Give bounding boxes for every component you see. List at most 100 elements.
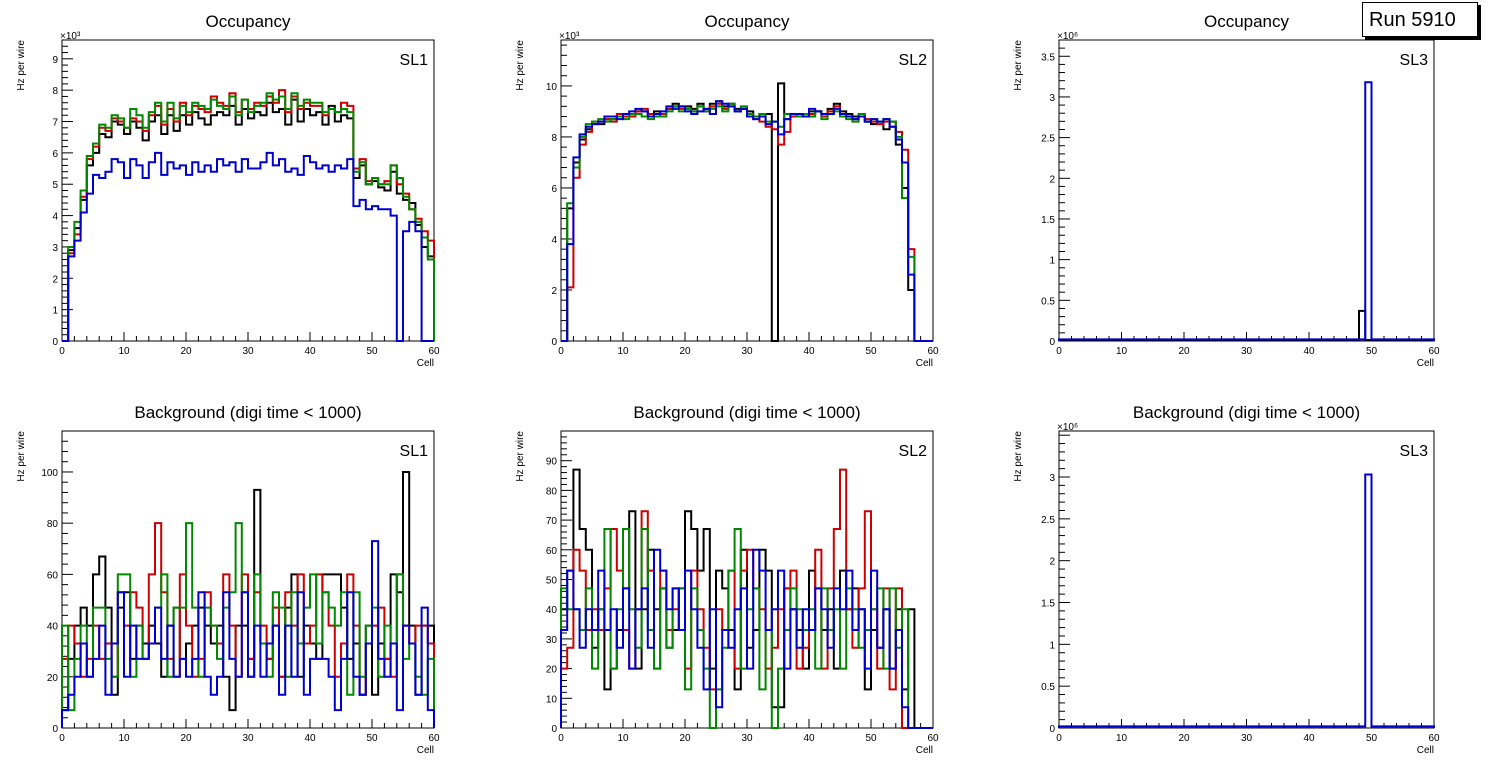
superlayer-label: SL1 [400, 443, 429, 460]
x-tick-label: 40 [304, 733, 316, 744]
x-tick-label: 40 [304, 346, 316, 357]
x-tick-label: 40 [1303, 346, 1315, 357]
x-axis-label: Cell [417, 358, 434, 369]
x-tick-label: 30 [741, 346, 753, 357]
y-tick-label: 30 [546, 635, 558, 646]
x-tick-label: 60 [927, 346, 939, 357]
chart-bkg-sl1: Background (digi time < 1000) SL1 Hz per w… [16, 403, 440, 756]
y-tick-label: 50 [546, 576, 558, 587]
x-tick-label: 0 [59, 346, 65, 357]
histogram-series-1 [62, 98, 435, 342]
histogram-series-2 [561, 102, 933, 342]
x-tick-label: 40 [803, 346, 815, 357]
y-tick-label: 0.5 [1041, 296, 1055, 307]
axis-exponent: ×10⁶ [1057, 31, 1078, 42]
x-tick-label: 10 [617, 733, 629, 744]
y-tick-label: 4 [551, 235, 557, 246]
y-tick-label: 2 [1049, 174, 1055, 185]
chart-title: Background (digi time < 1000) [1133, 403, 1360, 422]
x-tick-label: 10 [1116, 346, 1128, 357]
x-tick-label: 60 [1428, 733, 1440, 744]
y-tick-label: 100 [41, 468, 58, 479]
y-axis-label: Hz per wire [16, 431, 27, 482]
x-tick-label: 40 [1303, 733, 1315, 744]
y-tick-label: 5 [52, 180, 58, 191]
chart-title: Occupancy [205, 12, 291, 31]
x-tick-label: 20 [180, 346, 192, 357]
x-tick-label: 50 [1366, 733, 1378, 744]
y-tick-label: 6 [551, 184, 557, 195]
y-tick-label: 0 [52, 337, 58, 348]
x-axis-label: Cell [1417, 745, 1434, 756]
y-tick-label: 1 [1049, 256, 1055, 267]
chart-title: Occupancy [704, 12, 790, 31]
x-tick-label: 20 [1178, 346, 1190, 357]
run-number-box: Run 5910 [1362, 2, 1478, 37]
x-tick-label: 50 [865, 733, 877, 744]
axis-exponent: ×10³ [60, 31, 81, 42]
x-tick-label: 50 [366, 733, 378, 744]
y-tick-label: 3 [1049, 473, 1055, 484]
x-tick-label: 0 [1056, 346, 1062, 357]
x-tick-label: 40 [803, 733, 815, 744]
chart-bkg-sl3: Background (digi time < 1000) SL3 Hz per w… [1013, 403, 1440, 756]
y-tick-label: 1 [52, 306, 58, 317]
y-axis-label: Hz per wire [1013, 40, 1024, 91]
y-tick-label: 10 [546, 82, 558, 93]
axis-exponent: ×10³ [559, 31, 580, 42]
superlayer-label: SL3 [1400, 443, 1429, 460]
y-tick-label: 2.5 [1041, 515, 1055, 526]
x-axis-label: Cell [1417, 358, 1434, 369]
x-tick-label: 20 [180, 733, 192, 744]
y-tick-label: 90 [546, 457, 558, 468]
x-tick-label: 20 [679, 733, 691, 744]
y-tick-label: 0 [551, 724, 557, 735]
y-tick-label: 40 [546, 605, 558, 616]
x-tick-label: 0 [558, 733, 564, 744]
y-tick-label: 0 [52, 724, 58, 735]
histogram-series-1 [1058, 473, 1435, 728]
x-tick-label: 30 [1241, 346, 1253, 357]
y-axis-label: Hz per wire [1013, 431, 1024, 482]
histogram-series-1 [61, 470, 435, 728]
y-tick-label: 7 [52, 118, 58, 129]
y-tick-label: 1 [1049, 640, 1055, 651]
histogram-series-4 [62, 151, 434, 342]
y-tick-label: 3 [1049, 93, 1055, 104]
x-tick-label: 0 [59, 733, 65, 744]
y-tick-label: 20 [47, 673, 59, 684]
y-tick-label: 2.5 [1041, 134, 1055, 145]
y-tick-label: 0 [1049, 724, 1055, 735]
chart-title: Background (digi time < 1000) [134, 403, 361, 422]
y-tick-label: 3 [52, 243, 58, 254]
histogram-series-3 [62, 92, 435, 342]
x-tick-label: 50 [366, 346, 378, 357]
y-tick-label: 20 [546, 665, 558, 676]
y-tick-label: 2 [551, 286, 557, 297]
superlayer-label: SL1 [400, 52, 429, 69]
plot-frame [1058, 430, 1435, 729]
y-axis-label: Hz per wire [515, 40, 526, 91]
axis-exponent: ×10⁶ [1057, 422, 1078, 433]
x-axis-label: Cell [916, 358, 933, 369]
y-tick-label: 80 [47, 519, 59, 530]
plot-frame [1058, 39, 1435, 342]
histogram-series-4 [560, 548, 933, 729]
y-axis-label: Hz per wire [515, 431, 526, 482]
y-tick-label: 60 [47, 570, 59, 581]
superlayer-label: SL2 [899, 443, 928, 460]
x-tick-label: 20 [679, 346, 691, 357]
y-tick-label: 2 [52, 274, 58, 285]
superlayer-label: SL2 [899, 52, 928, 69]
histogram-series-3 [561, 102, 933, 342]
plot-frame [61, 39, 435, 342]
histogram-series-2 [62, 89, 435, 342]
y-tick-label: 10 [546, 694, 558, 705]
chart-bkg-sl2: Background (digi time < 1000) SL2 Hz per w… [515, 403, 939, 756]
y-tick-label: 0 [551, 337, 557, 348]
x-tick-label: 30 [242, 733, 254, 744]
x-tick-label: 60 [927, 733, 939, 744]
y-tick-label: 0.5 [1041, 682, 1055, 693]
superlayer-label: SL3 [1400, 52, 1429, 69]
